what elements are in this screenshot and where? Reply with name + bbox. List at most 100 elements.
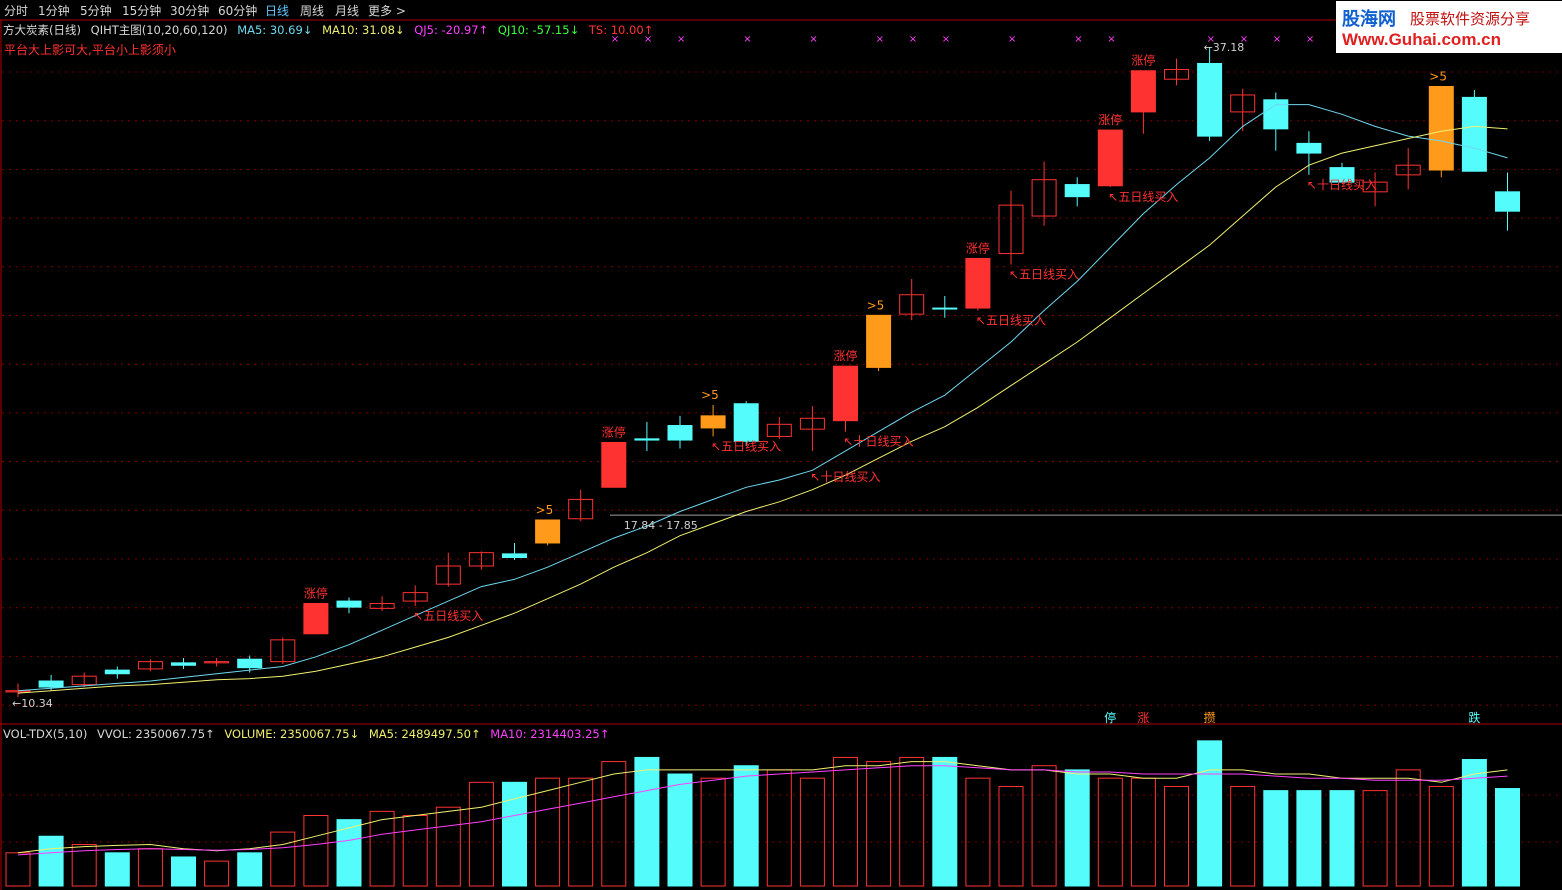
volume-bar xyxy=(733,765,759,887)
candle-body xyxy=(932,307,958,310)
toolbar-item-9[interactable]: 更多 > xyxy=(368,4,406,18)
signal-label: ↖五日线买入 xyxy=(1009,267,1079,281)
volume-legend: VOL-TDX(5,10) VVOL: 2350067.75↑ VOLUME: … xyxy=(3,727,615,741)
volume-bar xyxy=(502,781,527,887)
vol-ma10-line xyxy=(17,765,1508,856)
toolbar-item-6[interactable]: 日线 xyxy=(265,4,290,18)
volume-bar xyxy=(1230,785,1256,887)
volume-bar xyxy=(435,806,461,887)
volume-bar xyxy=(1495,788,1520,887)
indicator-name: QIHT主图(10,20,60,120) xyxy=(90,23,228,37)
main-legend: 方大炭素(日线) QIHT主图(10,20,60,120) MA5: 30.69… xyxy=(3,22,659,38)
price-annotation: ←10.34 xyxy=(12,697,53,710)
signal-label: ↖五日线买入 xyxy=(413,609,483,623)
bottom-tag: 涨 xyxy=(1137,710,1149,725)
candle-body xyxy=(1097,129,1123,187)
strategy-subtitle: 平台大上影可大,平台小上影须小 xyxy=(4,43,176,57)
candle-body xyxy=(634,438,660,441)
vol-indicator-name: VOL-TDX(5,10) xyxy=(3,727,88,741)
volume-bar xyxy=(766,769,792,887)
signal-marker: × xyxy=(942,34,950,45)
price-annotation: ←37.18 xyxy=(1204,41,1245,54)
signal-marker: × xyxy=(876,34,884,45)
volume-bar xyxy=(171,856,196,887)
volume-bar xyxy=(1164,785,1189,887)
volume-bar xyxy=(369,810,395,887)
ma10-line xyxy=(17,125,1508,694)
candle-body xyxy=(899,294,925,315)
toolbar-item-4[interactable]: 30分钟 xyxy=(170,4,210,18)
volume-bar xyxy=(71,844,97,887)
vol-ma5-line xyxy=(17,761,1508,854)
volume-bar xyxy=(833,756,858,887)
volume-bar xyxy=(667,773,693,887)
signal-label: 涨停 xyxy=(304,586,328,601)
volume-bar xyxy=(601,761,627,887)
candle-body xyxy=(733,403,759,442)
candle-body xyxy=(270,639,296,663)
logo-site-name: 股海网 xyxy=(1342,9,1396,30)
signal-marker: × xyxy=(909,34,917,45)
volume-bar xyxy=(1428,785,1454,887)
volume-bar xyxy=(204,860,230,887)
volume-bar xyxy=(1296,790,1322,887)
volume-bar xyxy=(104,852,130,887)
ma5-value: MA5: 30.69↓ xyxy=(237,23,313,37)
candle-body xyxy=(568,498,594,520)
signal-label: >5 xyxy=(701,388,719,402)
volume-bar xyxy=(700,777,726,887)
candle-body xyxy=(468,552,494,567)
volume-bar xyxy=(799,777,825,887)
volume-bar xyxy=(1362,790,1388,887)
volume-bar xyxy=(1461,759,1487,887)
volume-bar xyxy=(899,756,925,887)
ma10-value: MA10: 31.08↓ xyxy=(322,23,405,37)
volume-bar xyxy=(998,785,1024,887)
toolbar-item-3[interactable]: 15分钟 xyxy=(122,4,162,18)
candle-body xyxy=(1329,167,1355,183)
signal-label: >5 xyxy=(1429,69,1447,83)
logo-url: Www.Guhai.com.cn xyxy=(1342,30,1501,49)
candle-body xyxy=(204,661,230,664)
signal-marker: × xyxy=(677,34,685,45)
volume-bar xyxy=(1329,790,1355,887)
signal-label: ↖十日线买入 xyxy=(810,470,880,484)
vvol-value: VVOL: 2350067.75↑ xyxy=(97,727,215,741)
volume-bar xyxy=(1197,740,1223,887)
ma5-line xyxy=(17,104,1508,692)
candle-body xyxy=(799,417,825,430)
candle-body xyxy=(71,675,97,686)
candle-body xyxy=(171,662,196,666)
candle-body xyxy=(435,565,461,585)
toolbar-item-2[interactable]: 5分钟 xyxy=(80,4,112,18)
guhai-logo: 股海网 股票软件资源分享 Www.Guhai.com.cn xyxy=(1336,1,1562,53)
toolbar-item-7[interactable]: 周线 xyxy=(300,4,325,18)
volume-bar xyxy=(1395,769,1421,887)
volume-bar xyxy=(336,819,362,887)
candle-body xyxy=(601,441,627,488)
signal-label: ↖五日线买入 xyxy=(976,313,1046,327)
signal-marker: × xyxy=(809,34,817,45)
period-toolbar: 分时 1分钟 5分钟 15分钟 30分钟 60分钟 日线 周线 月线 更多 > xyxy=(0,0,1562,20)
candle-body xyxy=(866,314,892,368)
toolbar-item-8[interactable]: 月线 xyxy=(335,4,360,18)
candle-body xyxy=(766,423,792,437)
candle-body xyxy=(998,204,1024,255)
candle-body xyxy=(237,658,263,669)
candle-body xyxy=(137,661,163,670)
candle-body xyxy=(965,257,991,309)
signal-marker: × xyxy=(1074,34,1082,45)
volume-bar xyxy=(634,756,660,887)
toolbar-item-0[interactable]: 分时 xyxy=(4,4,29,18)
signal-label: ↖五日线买入 xyxy=(711,439,781,453)
volume-bar xyxy=(1031,765,1057,887)
volume-bar xyxy=(568,777,594,887)
candle-body xyxy=(1362,181,1388,193)
candle-body xyxy=(700,415,726,429)
toolbar-item-1[interactable]: 1分钟 xyxy=(38,4,70,18)
signal-label: >5 xyxy=(536,503,554,517)
toolbar-item-5[interactable]: 60分钟 xyxy=(218,4,258,18)
bottom-tag: 跌 xyxy=(1468,710,1480,725)
volume-bar xyxy=(1097,777,1123,887)
candle-body xyxy=(303,603,329,635)
